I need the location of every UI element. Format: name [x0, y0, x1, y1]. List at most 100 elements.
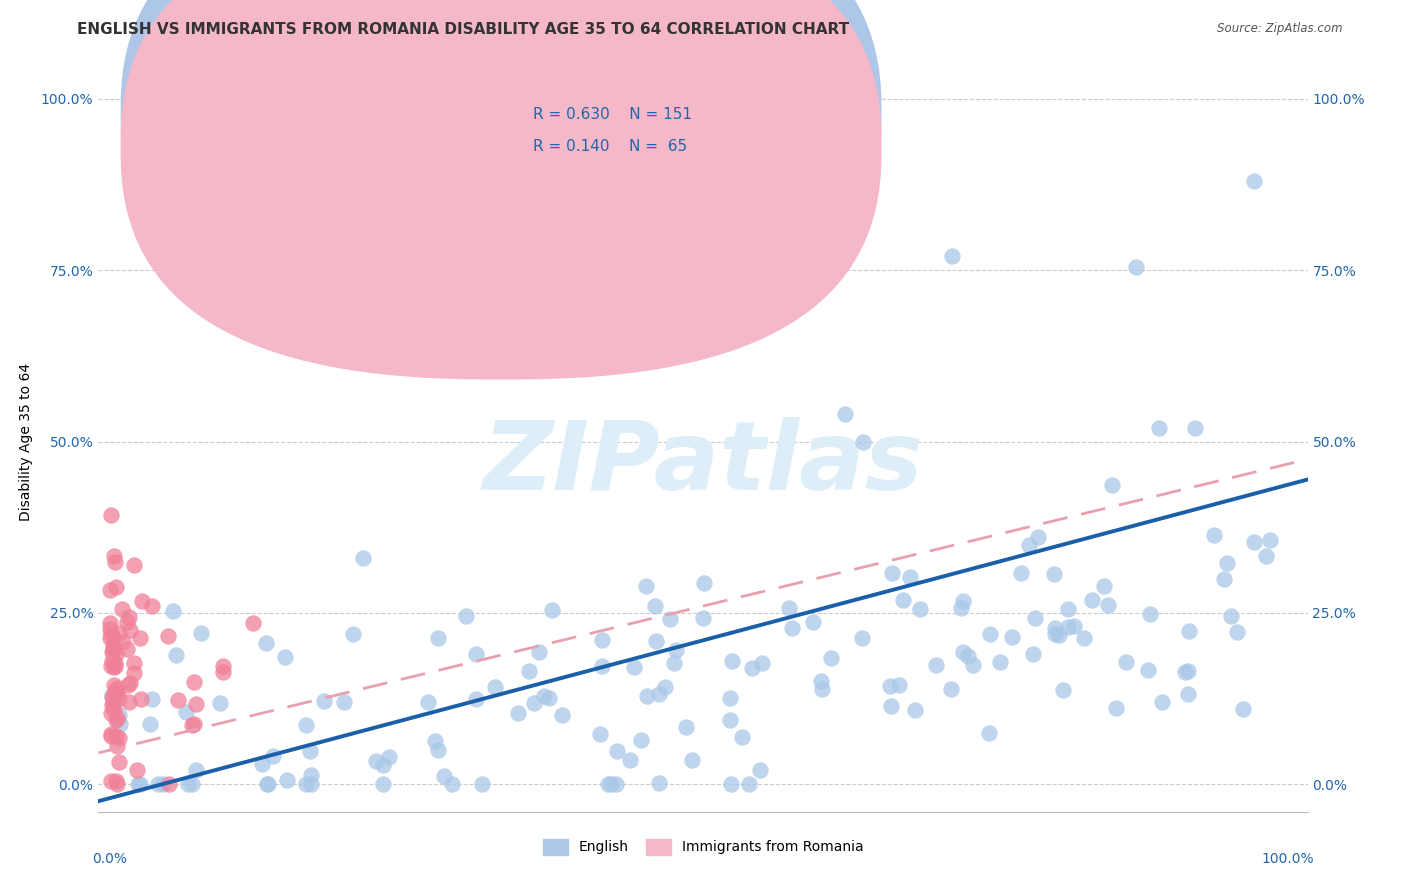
Point: [139, 717, 162, 731]
Point: [606, 744, 628, 758]
Point: [100, 627, 122, 641]
Point: [105, 729, 128, 743]
Point: [101, 642, 124, 657]
Text: R = 0.140    N =  65: R = 0.140 N = 65: [533, 139, 686, 153]
Point: [1101, 478, 1123, 492]
Point: [665, 642, 688, 657]
Point: [180, 718, 202, 732]
Point: [1232, 702, 1254, 716]
Point: [183, 674, 205, 689]
Point: [212, 665, 235, 680]
Point: [373, 777, 395, 791]
Point: [1057, 620, 1080, 634]
Point: [1011, 566, 1033, 580]
Point: [440, 777, 463, 791]
Point: [295, 718, 318, 732]
Point: [654, 680, 676, 694]
Point: [108, 691, 131, 706]
Point: [551, 707, 574, 722]
Point: [103, 660, 125, 674]
FancyBboxPatch shape: [121, 0, 880, 347]
Point: [1177, 664, 1199, 678]
Point: [100, 658, 122, 673]
Point: [1081, 592, 1104, 607]
Point: [100, 508, 122, 522]
Point: [456, 608, 478, 623]
Point: [1152, 695, 1174, 709]
Point: [810, 674, 832, 689]
Point: [426, 631, 449, 645]
Point: [118, 695, 141, 709]
Point: [879, 679, 901, 693]
Point: [117, 641, 139, 656]
Point: [1258, 533, 1281, 547]
Point: [208, 697, 231, 711]
Point: [105, 681, 128, 696]
Point: [425, 734, 447, 748]
Point: [1219, 609, 1241, 624]
Point: [1243, 174, 1265, 188]
Point: [129, 631, 152, 645]
Point: [600, 777, 623, 791]
Point: [112, 634, 135, 648]
Point: [190, 625, 212, 640]
Point: [212, 658, 235, 673]
Point: [122, 656, 145, 670]
Point: [737, 777, 759, 791]
Point: [1174, 665, 1197, 679]
Point: [127, 777, 149, 791]
Point: [100, 706, 122, 721]
Point: [1057, 601, 1080, 615]
Point: [103, 703, 125, 717]
Point: [98, 622, 121, 636]
Point: [427, 743, 450, 757]
Point: [636, 579, 658, 593]
Point: [1243, 535, 1265, 549]
Point: [314, 694, 336, 708]
Point: [107, 708, 129, 723]
Point: [533, 689, 555, 703]
Point: [591, 632, 613, 647]
Point: [333, 695, 356, 709]
Point: [1125, 260, 1147, 274]
Point: [125, 763, 148, 777]
Point: [107, 686, 129, 700]
Point: [165, 648, 187, 663]
Point: [120, 624, 142, 638]
Text: 0.0%: 0.0%: [93, 853, 128, 866]
Point: [692, 611, 714, 625]
Point: [941, 682, 963, 697]
Point: [598, 777, 620, 791]
Point: [977, 726, 1000, 740]
Point: [741, 661, 763, 675]
Point: [1216, 556, 1239, 570]
FancyBboxPatch shape: [121, 0, 880, 379]
Point: [979, 627, 1001, 641]
Point: [675, 720, 697, 734]
Point: [129, 691, 152, 706]
Point: [1177, 624, 1199, 639]
Point: [122, 665, 145, 680]
Point: [378, 750, 401, 764]
Point: [177, 777, 200, 791]
Point: [1204, 527, 1226, 541]
Point: [276, 773, 298, 788]
Point: [820, 650, 842, 665]
Point: [104, 656, 127, 670]
Point: [242, 616, 264, 631]
Point: [941, 250, 963, 264]
Point: [299, 767, 322, 781]
Point: [834, 407, 856, 421]
Point: [104, 688, 127, 702]
Point: [100, 582, 122, 597]
Point: [100, 615, 122, 630]
Point: [131, 594, 153, 608]
Point: [100, 773, 122, 788]
Point: [1024, 611, 1046, 625]
Point: [648, 776, 671, 790]
Point: [908, 602, 931, 616]
Point: [352, 550, 374, 565]
Point: [801, 615, 824, 630]
Point: [298, 744, 321, 758]
Point: [273, 650, 295, 665]
